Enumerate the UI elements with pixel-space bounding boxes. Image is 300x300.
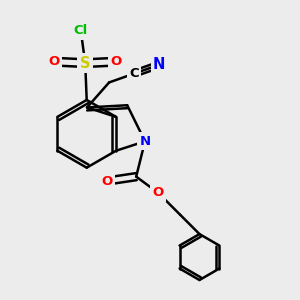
Text: N: N: [153, 57, 165, 72]
Text: S: S: [80, 56, 91, 70]
Text: N: N: [140, 135, 151, 148]
Text: Cl: Cl: [74, 24, 88, 37]
Text: O: O: [110, 55, 122, 68]
Text: O: O: [101, 175, 112, 188]
Text: O: O: [49, 55, 60, 68]
Text: O: O: [153, 186, 164, 199]
Text: C: C: [129, 67, 139, 80]
